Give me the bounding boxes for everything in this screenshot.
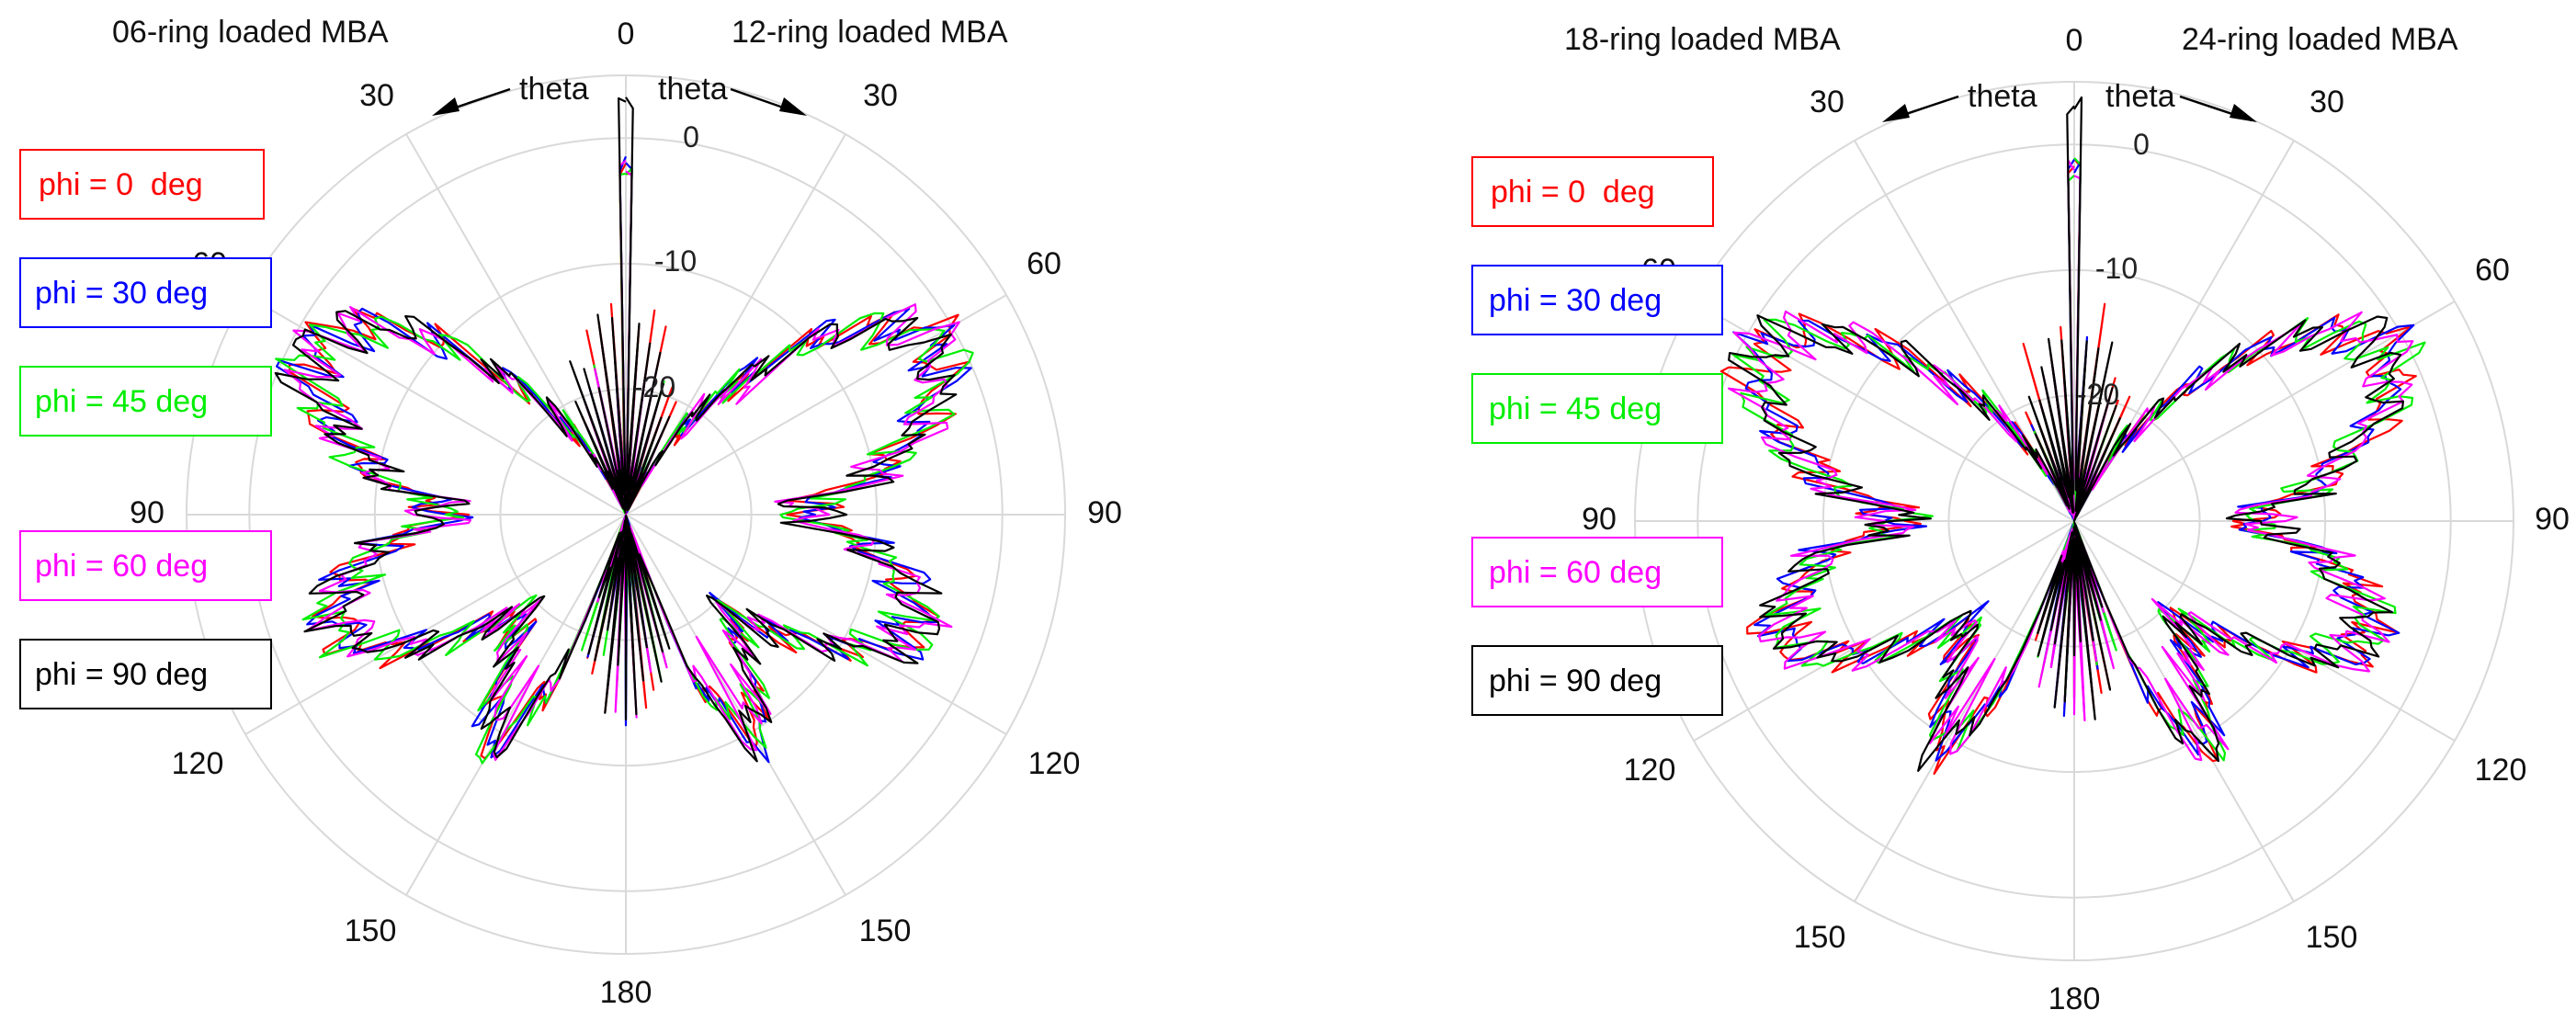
legend-item-phi-90: phi = 90 deg: [19, 639, 272, 709]
title-left-b: 12-ring loaded MBA: [732, 15, 1008, 50]
angle-tick-180: 180: [600, 975, 653, 1010]
series-line-phi-=-60-deg: [1727, 159, 2414, 762]
grid-spoke: [1693, 301, 2075, 522]
angle-tick-150-left: 150: [1794, 920, 1846, 955]
arrow-right-icon: [2230, 104, 2257, 122]
theta-annotation-left: theta theta: [432, 72, 807, 116]
svg-text:phi = 60 deg: phi = 60 deg: [35, 549, 208, 584]
grid-spoke: [244, 294, 627, 516]
svg-text:phi = 0 deg: phi = 0 deg: [39, 167, 203, 202]
radial-labels-right: 0 -10 -20: [2077, 128, 2150, 411]
angle-tick-150: 150: [859, 913, 912, 948]
legend-item-phi-60: phi = 60 deg: [1471, 537, 1723, 607]
angle-tick-90: 90: [1087, 495, 1122, 530]
legend-left: phi = 0 deg phi = 30 deg phi = 45 deg ph…: [19, 149, 272, 709]
angle-tick-90-left: 90: [130, 495, 165, 530]
grid-spoke: [625, 514, 1007, 735]
grid-spoke: [2073, 301, 2456, 522]
legend-item-phi-45: phi = 45 deg: [1471, 373, 1723, 444]
svg-text:phi = 30 deg: phi = 30 deg: [35, 276, 208, 311]
series-line-phi-=-90-deg: [274, 96, 958, 763]
legend-item-phi-60: phi = 60 deg: [19, 530, 272, 601]
theta-label-left: theta: [1968, 79, 2037, 114]
legend-item-phi-90: phi = 90 deg: [1471, 645, 1723, 716]
theta-annotation-right: theta theta: [1882, 79, 2257, 122]
legend-item-phi-30: phi = 30 deg: [1471, 265, 1723, 335]
angle-tick-150: 150: [2306, 920, 2358, 955]
radial-tick-minus20: -20: [2077, 378, 2119, 411]
theta-label-right: theta: [2105, 79, 2175, 114]
title-right-b: 24-ring loaded MBA: [2182, 22, 2458, 57]
svg-text:phi = 90 deg: phi = 90 deg: [1489, 664, 1662, 698]
grid-spoke: [1693, 520, 2075, 742]
polar-traces-right: [1719, 96, 2426, 776]
radial-tick-minus20: -20: [633, 370, 675, 403]
legend-right: phi = 0 deg phi = 30 deg phi = 45 deg ph…: [1471, 156, 1723, 716]
radial-tick-minus10: -10: [654, 244, 697, 278]
grid-spoke: [2073, 520, 2295, 902]
series-line-phi-=-90-deg: [1728, 96, 2404, 772]
angle-tick-0: 0: [2066, 23, 2083, 58]
grid-spoke: [244, 514, 627, 735]
angle-tick-30: 30: [2309, 85, 2344, 119]
legend-item-phi-30: phi = 30 deg: [19, 257, 272, 328]
angle-tick-120-left: 120: [1624, 753, 1676, 788]
theta-label-left: theta: [519, 72, 589, 107]
grid-spoke: [625, 514, 846, 896]
title-right-a: 18-ring loaded MBA: [1564, 22, 1841, 57]
polar-plot-left: 0 30 60 90 120 150 180 150 120 90 60 30 …: [19, 15, 1122, 1010]
grid-spoke: [405, 514, 627, 896]
angle-tick-120: 120: [1028, 746, 1081, 781]
svg-text:phi = 45 deg: phi = 45 deg: [35, 384, 208, 419]
legend-item-phi-0: phi = 0 deg: [19, 149, 265, 220]
series-line-phi-=-30-deg: [276, 155, 972, 764]
arrow-left-icon: [1882, 104, 1910, 122]
angle-tick-150-left: 150: [345, 913, 397, 948]
angle-tick-30: 30: [863, 78, 898, 113]
angle-tick-0: 0: [618, 17, 635, 51]
angle-tick-120-left: 120: [172, 746, 224, 781]
arrow-left-icon: [432, 97, 460, 116]
svg-text:phi = 30 deg: phi = 30 deg: [1489, 283, 1662, 318]
radial-tick-0: 0: [2133, 128, 2150, 161]
angle-tick-30-left: 30: [1810, 85, 1844, 119]
angle-tick-180: 180: [2048, 981, 2101, 1016]
svg-text:phi = 90 deg: phi = 90 deg: [35, 657, 208, 692]
radial-tick-0: 0: [683, 120, 699, 153]
legend-item-phi-0: phi = 0 deg: [1471, 156, 1714, 227]
radial-tick-minus10: -10: [2095, 252, 2138, 285]
polar-traces-left: [274, 96, 974, 765]
svg-text:phi = 0 deg: phi = 0 deg: [1491, 175, 1655, 210]
legend-item-phi-45: phi = 45 deg: [19, 366, 272, 437]
svg-text:phi = 45 deg: phi = 45 deg: [1489, 391, 1662, 426]
title-left-a: 06-ring loaded MBA: [112, 15, 389, 50]
arrow-right-icon: [779, 97, 807, 116]
radial-labels-left: 0 -10 -20: [633, 120, 699, 403]
angle-tick-30-left: 30: [359, 78, 394, 113]
polar-plot-right: 0 30 60 90 120 150 180 150 120 90 60 30 …: [1471, 22, 2570, 1016]
grid-spoke: [2073, 520, 2456, 742]
grid-spoke: [1854, 520, 2075, 902]
svg-text:phi = 60 deg: phi = 60 deg: [1489, 555, 1662, 590]
angle-tick-60: 60: [2475, 253, 2510, 288]
theta-label-right: theta: [658, 72, 728, 107]
angle-tick-90-left: 90: [1582, 502, 1617, 537]
angle-tick-90: 90: [2535, 502, 2570, 537]
angle-tick-60: 60: [1027, 246, 1061, 281]
angle-tick-120: 120: [2475, 753, 2527, 788]
